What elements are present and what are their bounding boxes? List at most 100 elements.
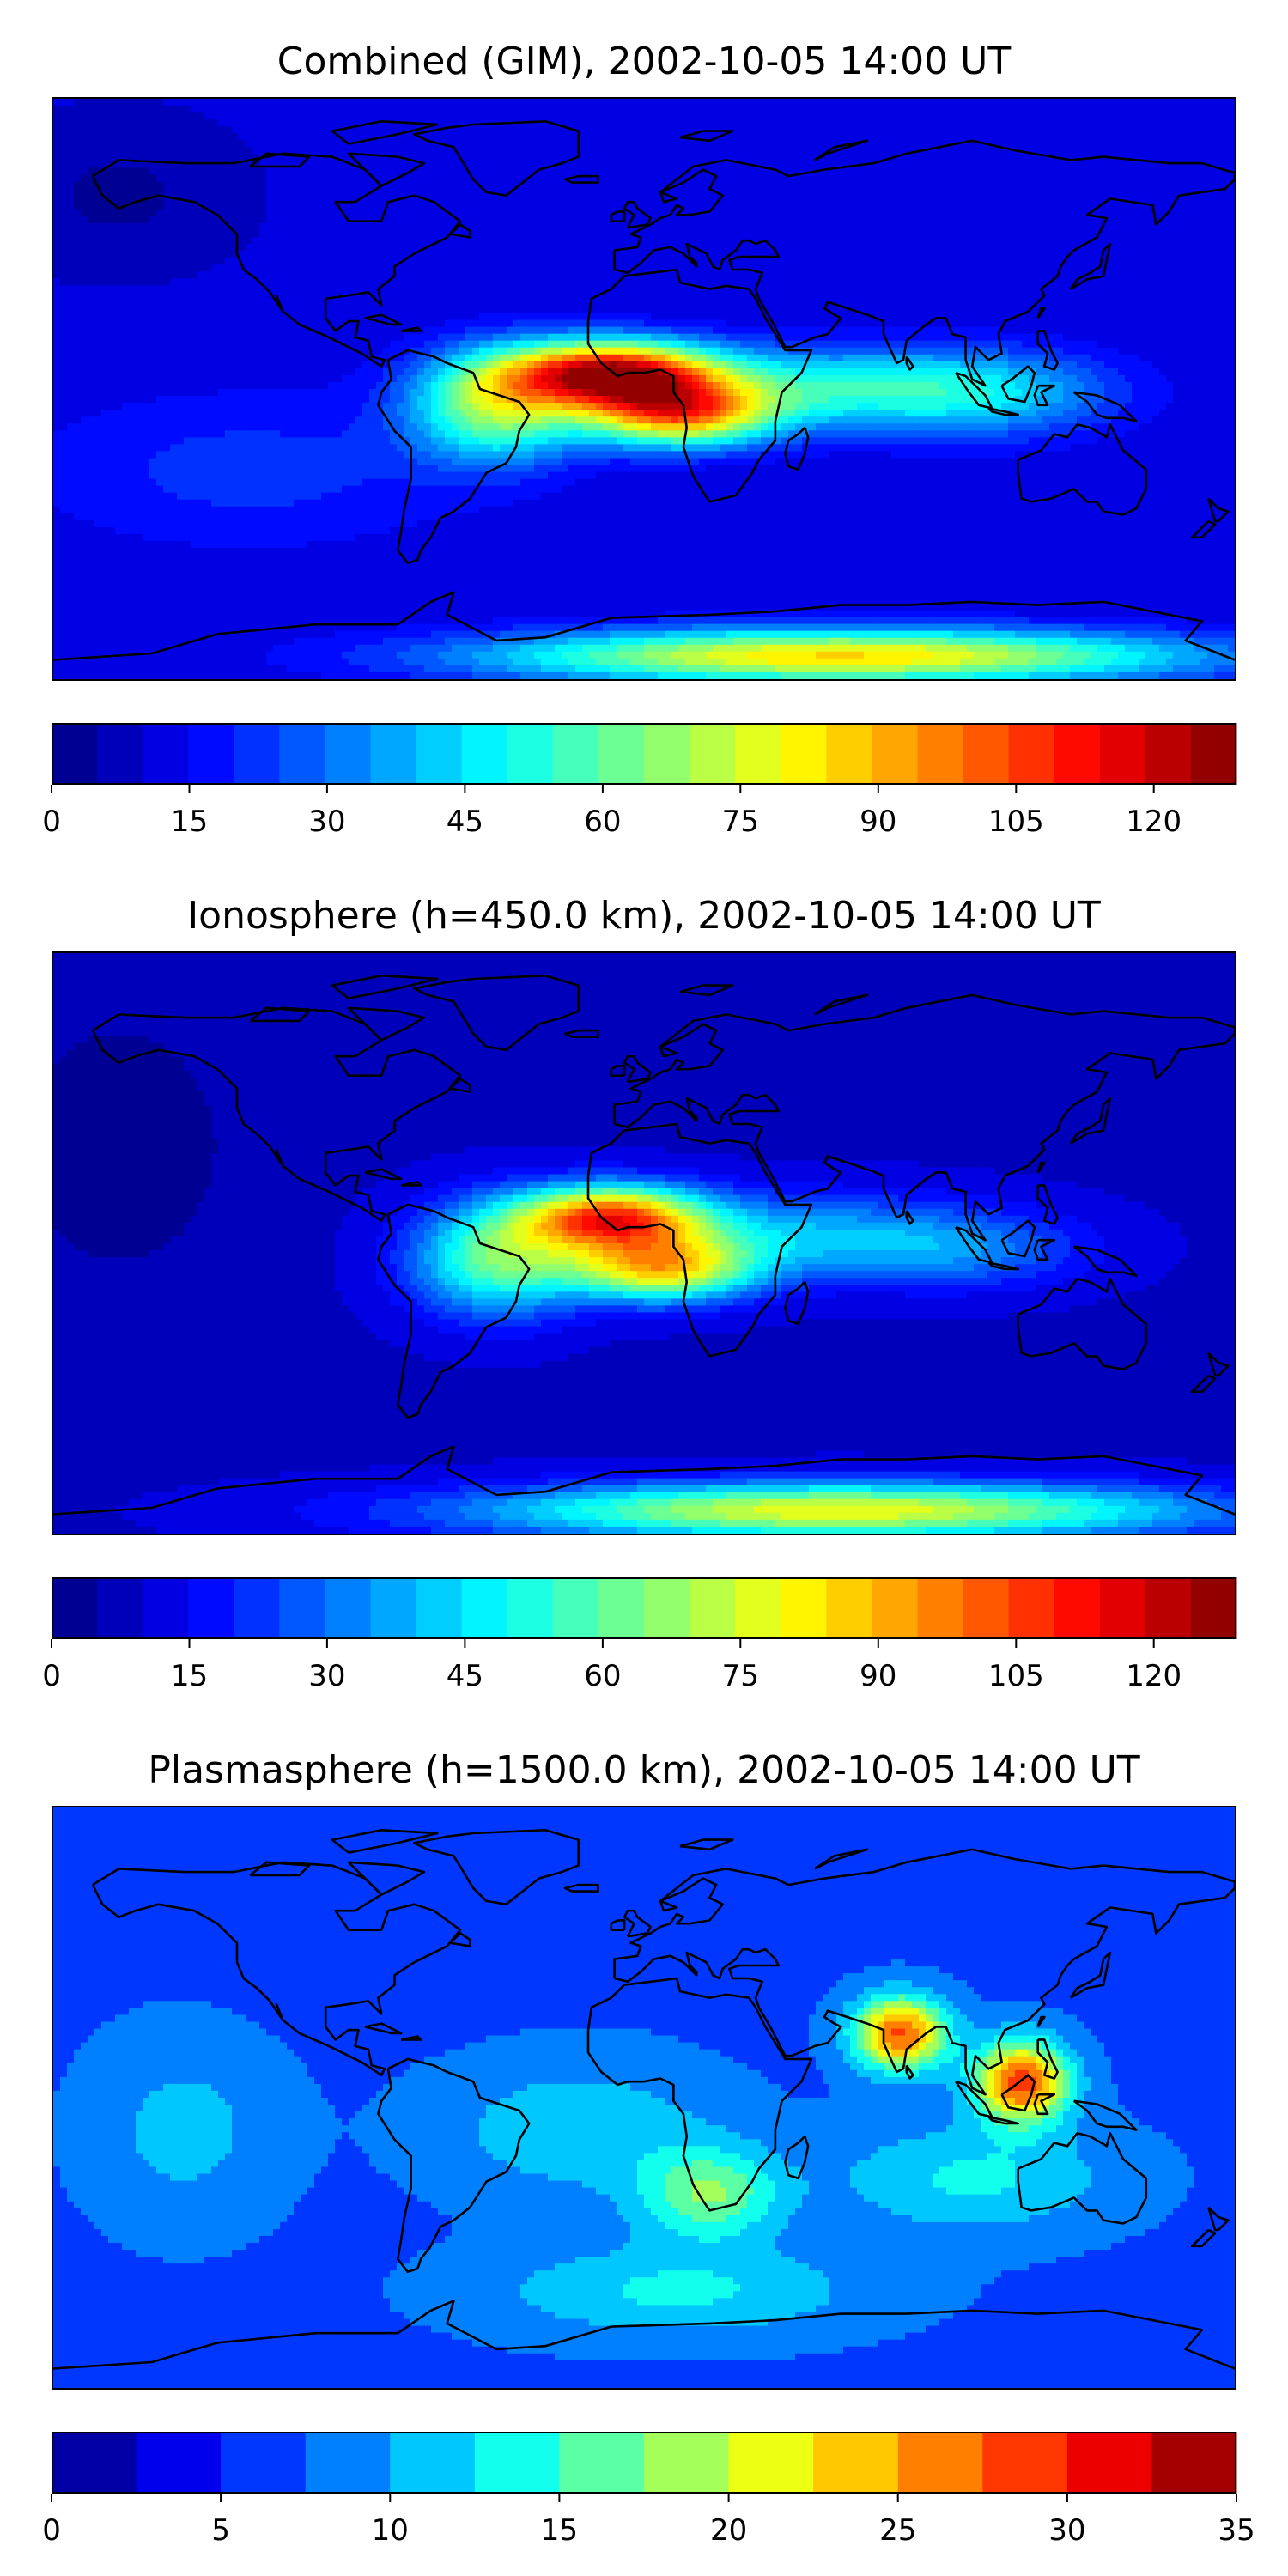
field-cell <box>754 229 762 238</box>
field-cell <box>823 174 830 183</box>
field-cell <box>1015 236 1023 245</box>
field-cell <box>541 140 549 148</box>
field-cell <box>294 99 301 106</box>
field-cell <box>850 285 858 293</box>
field-cell <box>301 133 308 141</box>
field-cell <box>335 195 343 204</box>
field-cell <box>94 99 102 106</box>
field-cell <box>582 271 590 279</box>
field-cell <box>170 106 178 113</box>
field-cell <box>191 278 198 286</box>
field-cell <box>122 161 130 169</box>
field-cell <box>1118 133 1126 141</box>
field-cell <box>905 285 913 293</box>
field-cell <box>788 229 796 238</box>
field-cell <box>321 258 329 265</box>
field-cell <box>1084 222 1091 231</box>
field-cell <box>520 174 528 183</box>
field-cell <box>1029 154 1036 162</box>
field-cell <box>685 112 693 120</box>
field-cell <box>500 264 507 272</box>
field-cell <box>685 285 693 293</box>
field-cell <box>665 112 672 120</box>
field-cell <box>404 258 411 265</box>
field-cell <box>465 222 473 231</box>
field-cell <box>555 251 562 258</box>
field-cell <box>74 229 82 238</box>
field-cell <box>809 236 817 245</box>
field-cell <box>1221 112 1229 120</box>
field-cell <box>1221 251 1229 258</box>
field-cell <box>369 202 377 210</box>
field-cell <box>568 216 576 224</box>
field-cell <box>1125 251 1133 258</box>
field-cell <box>747 181 755 190</box>
field-cell <box>177 216 185 224</box>
field-cell <box>953 229 961 238</box>
field-cell <box>610 244 617 252</box>
field-cell <box>204 271 212 279</box>
field-cell <box>136 147 143 155</box>
field-cell <box>225 147 233 155</box>
field-cell <box>1166 251 1174 258</box>
field-cell <box>740 174 748 183</box>
field-cell <box>809 285 817 293</box>
field-cell <box>1200 209 1208 217</box>
field-cell <box>452 292 459 300</box>
field-cell <box>1221 195 1229 204</box>
field-cell <box>678 188 686 197</box>
field-cell <box>88 167 95 176</box>
field-cell <box>424 167 432 176</box>
field-cell <box>747 202 755 210</box>
field-cell <box>424 278 432 286</box>
field-cell <box>891 181 899 190</box>
field-cell <box>486 147 494 155</box>
field-cell <box>129 126 137 134</box>
field-cell <box>1091 244 1098 252</box>
field-cell <box>328 188 336 197</box>
field-cell <box>507 216 514 224</box>
field-cell <box>665 278 672 286</box>
field-cell <box>170 167 178 176</box>
field-cell <box>53 216 61 224</box>
field-cell <box>1056 167 1064 176</box>
field-cell <box>239 112 246 120</box>
field-cell <box>623 229 631 238</box>
field-cell <box>294 202 301 210</box>
field-cell <box>156 167 164 176</box>
field-cell <box>568 133 576 141</box>
field-cell <box>788 140 796 148</box>
field-cell <box>809 229 817 238</box>
field-cell <box>67 271 75 279</box>
field-cell <box>493 222 501 231</box>
field-cell <box>74 222 82 231</box>
field-cell <box>562 106 569 113</box>
field-cell <box>301 126 308 134</box>
field-cell <box>225 278 233 286</box>
field-cell <box>905 106 913 113</box>
field-cell <box>630 251 638 258</box>
field-cell <box>225 216 233 224</box>
field-cell <box>1104 167 1112 176</box>
field-cell <box>1207 119 1215 127</box>
field-cell <box>596 216 604 224</box>
field-cell <box>981 99 988 106</box>
field-cell <box>259 202 267 210</box>
field-cell <box>520 106 528 113</box>
field-cell <box>1015 258 1023 265</box>
field-cell <box>266 278 274 286</box>
field-cell <box>720 292 727 300</box>
field-cell <box>685 188 693 197</box>
field-cell <box>143 216 150 224</box>
field-cell <box>802 229 810 238</box>
field-cell <box>445 292 453 300</box>
field-cell <box>88 258 95 265</box>
field-cell <box>534 222 542 231</box>
map-plot <box>52 97 1236 681</box>
field-cell <box>170 99 178 106</box>
field-cell <box>912 278 920 286</box>
field-cell <box>266 209 274 217</box>
field-cell <box>527 99 535 106</box>
field-cell <box>1214 292 1222 300</box>
field-cell <box>1091 106 1098 113</box>
